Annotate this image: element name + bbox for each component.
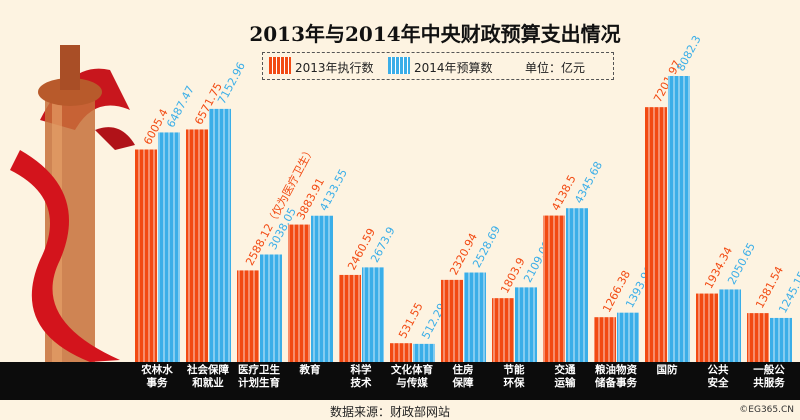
category-label-line: 与传媒 bbox=[396, 377, 428, 389]
category-label-line: 交通 bbox=[554, 364, 576, 376]
bar-2014-3 bbox=[311, 215, 333, 362]
category-label: 农林水 事务 bbox=[132, 364, 182, 390]
category-label-line: 一般公 bbox=[753, 364, 785, 376]
bar-2014-10 bbox=[668, 76, 690, 362]
category-label: 国防 bbox=[642, 364, 692, 377]
bar-2014-8 bbox=[566, 208, 588, 362]
bar-2013-11 bbox=[696, 293, 718, 362]
category-label-line: 运输 bbox=[554, 377, 576, 389]
chart-title: 2013年与2014年中央财政预算支出情况 bbox=[249, 22, 621, 46]
legend-label-2013: 2013年执行数 bbox=[295, 61, 374, 75]
category-label: 社会保障 和就业 bbox=[183, 364, 233, 390]
data-label-2014-1: 7152.96 bbox=[215, 60, 248, 106]
bar-2013-4 bbox=[339, 274, 361, 362]
bar-2013-3 bbox=[288, 224, 310, 362]
data-source: 数据来源：财政部网站 bbox=[330, 405, 451, 419]
legend-label-2014: 2014年预算数 bbox=[414, 61, 493, 75]
bar-2013-2 bbox=[237, 270, 259, 362]
data-label-2014-10: 8082.3 bbox=[674, 33, 704, 73]
legend: 2013年执行数 2014年预算数 单位：亿元 bbox=[262, 52, 614, 80]
bar-2014-9 bbox=[617, 312, 639, 362]
category-label-line: 共服务 bbox=[753, 377, 785, 389]
bar-2014-11 bbox=[719, 289, 741, 362]
bar-2014-1 bbox=[209, 108, 231, 363]
category-label-line: 教育 bbox=[299, 364, 321, 376]
category-strip bbox=[0, 362, 800, 400]
category-label-line: 科学 bbox=[350, 364, 372, 376]
category-label: 一般公 共服务 bbox=[744, 364, 794, 390]
category-label-line: 节能 bbox=[503, 364, 525, 376]
category-label-line: 粮油物资 bbox=[595, 364, 637, 376]
category-label-line: 保障 bbox=[452, 377, 474, 389]
category-label-line: 国防 bbox=[656, 364, 678, 376]
category-label: 文化体育 与传媒 bbox=[387, 364, 437, 390]
bar-2013-0 bbox=[135, 149, 157, 362]
bar-2014-7 bbox=[515, 287, 537, 362]
category-label-line: 住房 bbox=[452, 364, 474, 376]
bar-2013-1 bbox=[186, 129, 208, 362]
bar-2014-4 bbox=[362, 267, 384, 362]
unit-label: 单位：亿元 bbox=[525, 61, 586, 75]
category-label-line: 社会保障 bbox=[187, 364, 229, 376]
bar-2013-9 bbox=[594, 317, 616, 362]
bar-2014-0 bbox=[158, 132, 180, 362]
category-label: 医疗卫生 计划生育 bbox=[234, 364, 284, 390]
bar-2014-5 bbox=[413, 343, 435, 362]
legend-swatch-2013 bbox=[269, 57, 291, 74]
category-label: 交通 运输 bbox=[540, 364, 590, 390]
category-label-line: 文化体育 bbox=[391, 364, 433, 376]
category-label-line: 环保 bbox=[503, 377, 525, 389]
category-label-line: 农林水 bbox=[141, 364, 173, 376]
category-label-line: 事务 bbox=[146, 377, 168, 389]
category-label-line: 公共 bbox=[707, 364, 729, 376]
bar-2013-7 bbox=[492, 298, 514, 362]
credit: ©EG365.CN bbox=[739, 405, 794, 415]
category-label: 住房 保障 bbox=[438, 364, 488, 390]
data-label-2014-11: 2050.65 bbox=[725, 241, 758, 287]
bar-2013-8 bbox=[543, 215, 565, 362]
category-label-line: 和就业 bbox=[192, 377, 224, 389]
category-label: 教育 bbox=[285, 364, 335, 377]
data-label-2014-0: 6487.47 bbox=[164, 84, 197, 130]
category-label-line: 技术 bbox=[350, 377, 372, 389]
bar-2014-2 bbox=[260, 254, 282, 362]
category-label: 公共 安全 bbox=[693, 364, 743, 390]
bar-2013-6 bbox=[441, 279, 463, 362]
bar-2013-10 bbox=[645, 107, 667, 362]
bar-2014-6 bbox=[464, 272, 486, 362]
category-label: 粮油物资 储备事务 bbox=[591, 364, 641, 390]
category-label-line: 医疗卫生 bbox=[238, 364, 280, 376]
data-label-2014-6: 2528.69 bbox=[470, 224, 503, 270]
category-label: 科学 技术 bbox=[336, 364, 386, 390]
data-label-2013-8: 4138.5 bbox=[549, 173, 579, 213]
legend-swatch-2014 bbox=[388, 57, 410, 74]
bar-2013-12 bbox=[747, 313, 769, 362]
bar-2014-12 bbox=[770, 317, 792, 362]
data-label-2014-8: 4345.68 bbox=[572, 159, 605, 205]
bar-2013-5 bbox=[390, 343, 412, 362]
category-label-line: 安全 bbox=[707, 377, 729, 389]
category-label: 节能 环保 bbox=[489, 364, 539, 390]
category-label-line: 计划生育 bbox=[238, 377, 280, 389]
category-label-line: 储备事务 bbox=[595, 377, 637, 389]
